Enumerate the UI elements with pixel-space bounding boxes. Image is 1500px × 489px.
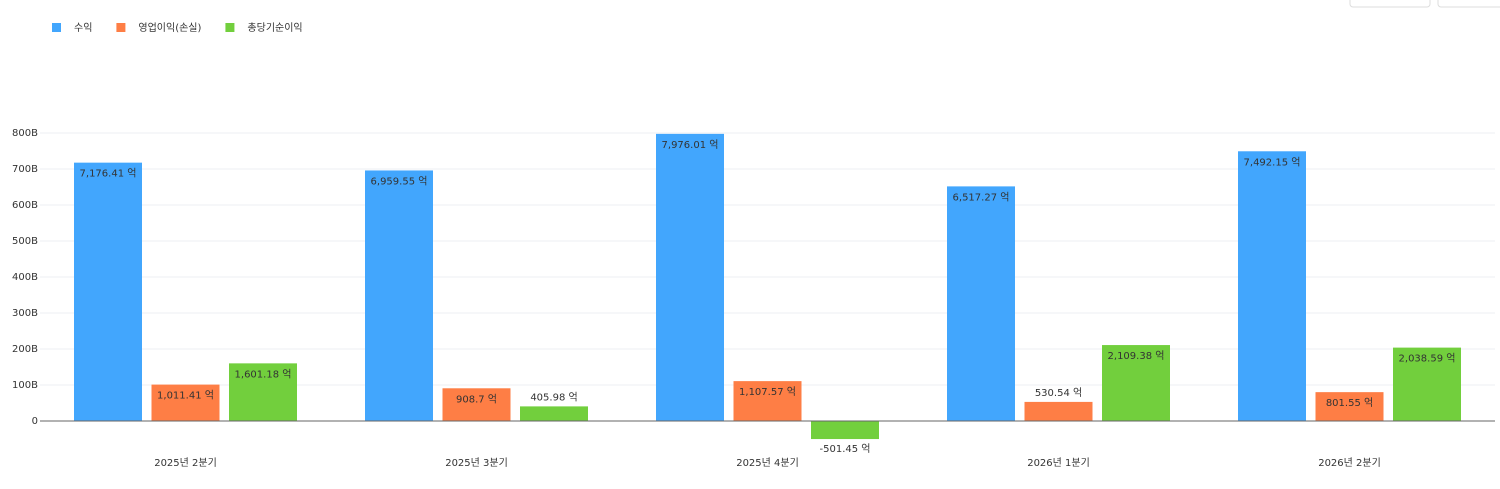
y-tick-label: 300B <box>12 308 38 319</box>
legend-label: 총당기순이익 <box>247 22 302 34</box>
bar <box>811 421 879 440</box>
data-label: 1,107.57 억 <box>739 386 796 398</box>
data-label: 1,601.18 억 <box>235 368 292 380</box>
bar <box>1315 392 1384 421</box>
toolbar-button[interactable] <box>1349 0 1431 8</box>
y-tick-label: 800B <box>12 128 38 139</box>
bar <box>947 186 1015 421</box>
legend-swatch <box>52 23 61 32</box>
bar <box>365 170 433 421</box>
legend-label: 영업이익(손실) <box>138 21 201 34</box>
x-tick-label: 2025년 4분기 <box>736 457 799 469</box>
bar <box>229 363 297 421</box>
y-tick-label: 200B <box>12 344 38 355</box>
bar <box>442 388 511 421</box>
data-label: 530.54 억 <box>1035 387 1082 399</box>
data-label: 6,959.55 억 <box>371 175 428 187</box>
data-label: 2,038.59 억 <box>1399 353 1456 365</box>
x-tick-label: 2026년 2분기 <box>1318 457 1381 469</box>
bar <box>74 162 142 422</box>
y-tick-label: 600B <box>12 200 38 211</box>
bar <box>1393 347 1461 421</box>
data-label: 6,517.27 억 <box>953 191 1010 203</box>
y-tick-label: 100B <box>12 380 38 391</box>
legend-swatch <box>116 23 126 32</box>
data-label: 1,011.41 억 <box>157 390 214 402</box>
y-tick-label: 0 <box>32 416 38 427</box>
data-label: 405.98 억 <box>530 391 577 403</box>
data-label: -501.45 억 <box>820 443 871 455</box>
legend-label: 수익 <box>74 22 92 34</box>
bar <box>1102 345 1170 421</box>
x-tick-label: 2025년 3분기 <box>445 457 508 469</box>
data-label: 7,492.15 억 <box>1244 156 1301 168</box>
legend-swatch <box>225 23 235 32</box>
bar <box>151 384 220 421</box>
data-label: 7,976.01 억 <box>662 139 719 151</box>
data-label: 801.55 억 <box>1326 397 1373 409</box>
bar <box>656 133 724 421</box>
toolbar-button[interactable] <box>1437 0 1500 8</box>
x-tick-label: 2025년 2분기 <box>154 457 217 469</box>
y-tick-label: 400B <box>12 272 38 283</box>
x-tick-label: 2026년 1분기 <box>1027 457 1090 469</box>
data-label: 2,109.38 억 <box>1108 350 1165 362</box>
data-label: 908.7 억 <box>456 393 497 405</box>
bar <box>520 406 588 421</box>
bar <box>1238 151 1306 421</box>
y-tick-label: 500B <box>12 236 38 247</box>
bar <box>733 381 802 421</box>
bar <box>1024 401 1093 421</box>
data-label: 7,176.41 억 <box>80 168 137 180</box>
y-tick-label: 700B <box>12 164 38 175</box>
